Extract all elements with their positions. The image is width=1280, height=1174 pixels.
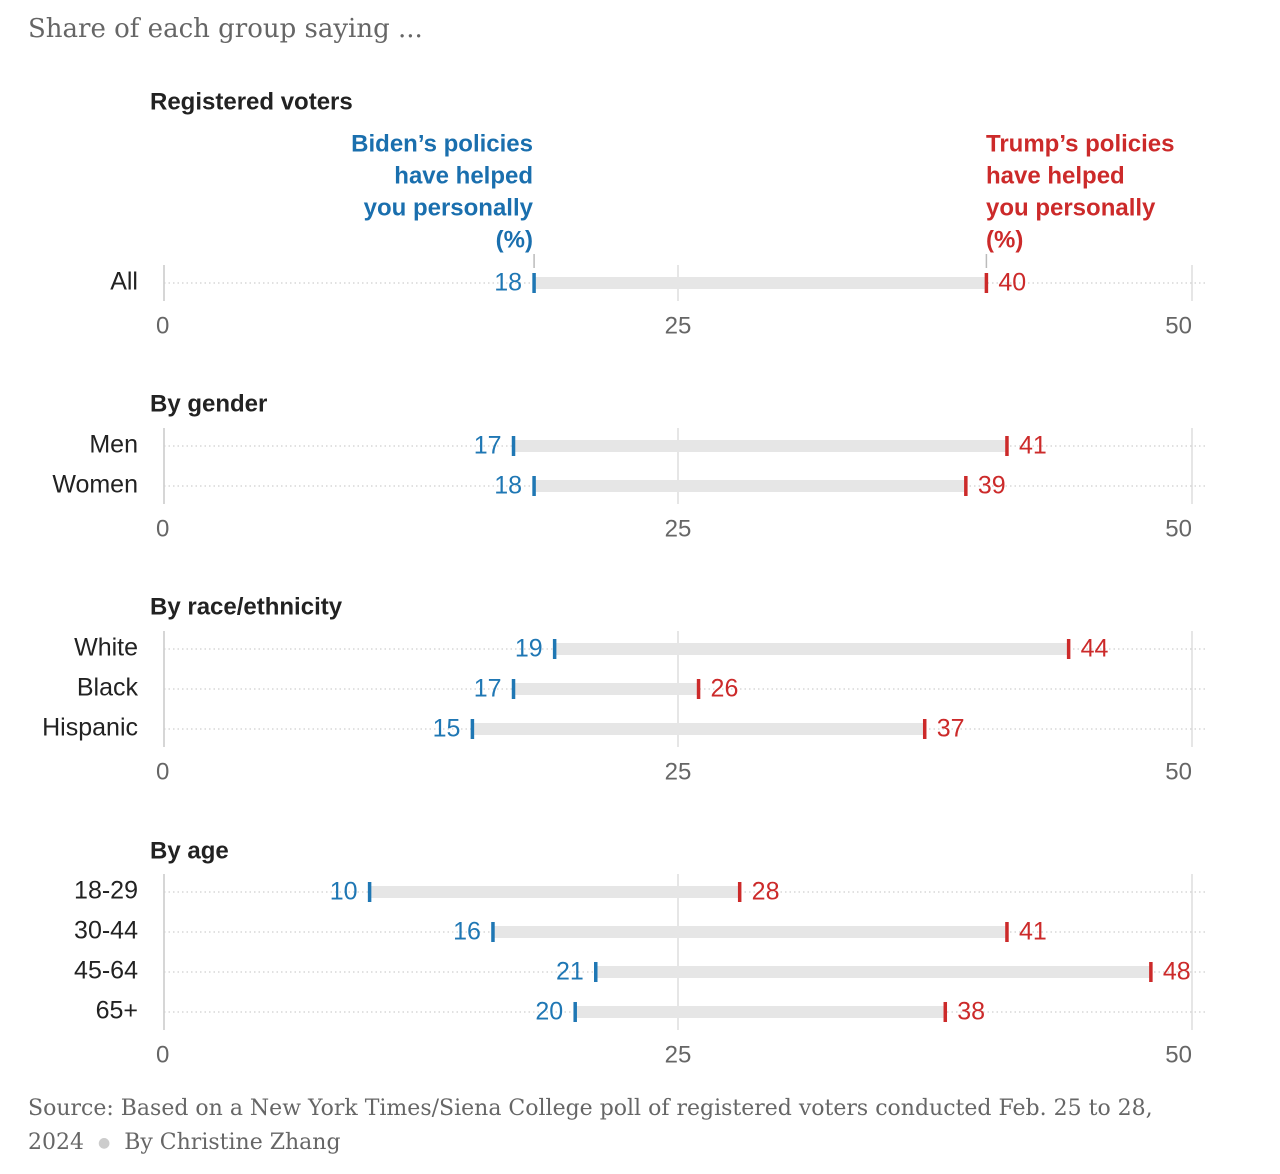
row-label: Hispanic <box>42 714 138 742</box>
trump-marker <box>964 476 968 496</box>
biden-value-label: 18 <box>494 472 522 500</box>
biden-marker <box>594 962 598 982</box>
biden-marker <box>552 639 557 659</box>
x-tick-label: 50 <box>1165 1041 1192 1068</box>
x-tick-label: 0 <box>156 515 169 542</box>
trump-value-label: 37 <box>937 715 965 743</box>
biden-marker <box>573 1002 577 1022</box>
trump-marker <box>1066 639 1071 659</box>
trump-marker <box>1005 436 1009 456</box>
range-bar <box>369 886 740 898</box>
row-label: 45-64 <box>74 957 138 985</box>
x-tick-label: 50 <box>1165 515 1192 542</box>
row-label: 30-44 <box>74 917 138 945</box>
trump-value-label: 26 <box>711 675 739 703</box>
biden-marker <box>367 882 372 902</box>
x-tick-label: 25 <box>665 312 692 339</box>
range-bar <box>595 966 1151 978</box>
biden-marker <box>532 273 536 293</box>
range-bar <box>513 683 699 695</box>
separator-dot: ● <box>98 1135 111 1151</box>
group-title: By age <box>150 837 229 864</box>
trump-value-label: 40 <box>998 269 1026 297</box>
byline: By Christine Zhang <box>124 1130 341 1155</box>
trump-value-label: 28 <box>752 878 780 906</box>
dumbbell-chart: Biden’s policies have helped you personall… <box>42 88 1206 1068</box>
range-bar <box>472 723 925 735</box>
biden-value-label: 19 <box>515 635 543 663</box>
group-title: By race/ethnicity <box>150 593 343 620</box>
trump-marker <box>737 882 742 902</box>
legend-biden-line: (%) <box>496 226 533 253</box>
biden-marker <box>470 719 475 739</box>
trump-value-label: 48 <box>1163 958 1191 986</box>
trump-value-label: 41 <box>1019 432 1047 460</box>
biden-value-label: 10 <box>330 878 358 906</box>
trump-marker <box>943 1002 948 1022</box>
biden-marker <box>511 679 516 699</box>
legend-trump-line: you personally <box>986 194 1156 221</box>
x-tick-label: 50 <box>1165 312 1192 339</box>
range-bar <box>534 277 987 289</box>
group-title: By gender <box>150 390 267 417</box>
biden-marker <box>532 476 536 496</box>
range-bar <box>492 926 1007 938</box>
row-label: 18-29 <box>74 877 138 905</box>
x-tick-label: 25 <box>665 1041 692 1068</box>
trump-value-label: 39 <box>978 472 1006 500</box>
biden-value-label: 16 <box>453 918 481 946</box>
trump-marker <box>922 719 927 739</box>
trump-marker <box>696 679 701 699</box>
range-bar <box>575 1006 946 1018</box>
x-tick-label: 0 <box>156 312 169 339</box>
biden-value-label: 21 <box>556 958 584 986</box>
biden-value-label: 15 <box>433 715 461 743</box>
trump-value-label: 38 <box>957 998 985 1026</box>
legend-biden-line: have helped <box>394 162 533 189</box>
chart-footer: Source: Based on a New York Times/Siena … <box>28 1092 1238 1160</box>
x-tick-label: 0 <box>156 1041 169 1068</box>
biden-value-label: 17 <box>474 675 502 703</box>
row-label: Women <box>52 471 138 499</box>
trump-value-label: 44 <box>1081 635 1109 663</box>
row-label: 65+ <box>96 997 138 1025</box>
biden-value-label: 18 <box>494 269 522 297</box>
legend-biden-line: you personally <box>364 194 534 221</box>
row-label: Black <box>77 674 139 702</box>
x-tick-label: 25 <box>665 515 692 542</box>
x-tick-label: 50 <box>1165 758 1192 785</box>
trump-marker <box>984 273 989 293</box>
biden-value-label: 20 <box>535 998 563 1026</box>
row-label: All <box>110 268 138 296</box>
legend-trump-line: Trump’s policies <box>986 130 1175 157</box>
legend-trump-line: (%) <box>986 226 1023 253</box>
source-note: Source: Based on a New York Times/Siena … <box>28 1096 1153 1155</box>
row-label: Men <box>89 431 138 459</box>
biden-marker <box>491 922 495 942</box>
trump-value-label: 41 <box>1019 918 1047 946</box>
biden-marker <box>511 436 516 456</box>
biden-value-label: 17 <box>474 432 502 460</box>
trump-marker <box>1005 922 1009 942</box>
x-tick-label: 0 <box>156 758 169 785</box>
range-bar <box>513 440 1007 452</box>
x-tick-label: 25 <box>665 758 692 785</box>
legend-trump-line: have helped <box>986 162 1125 189</box>
group-title: Registered voters <box>150 88 353 115</box>
row-label: White <box>74 634 138 662</box>
legend-biden-line: Biden’s policies <box>351 130 533 157</box>
trump-marker <box>1149 962 1153 982</box>
range-bar <box>554 643 1069 655</box>
range-bar <box>534 480 966 492</box>
chart-subtitle: Share of each group saying ... <box>28 14 423 44</box>
